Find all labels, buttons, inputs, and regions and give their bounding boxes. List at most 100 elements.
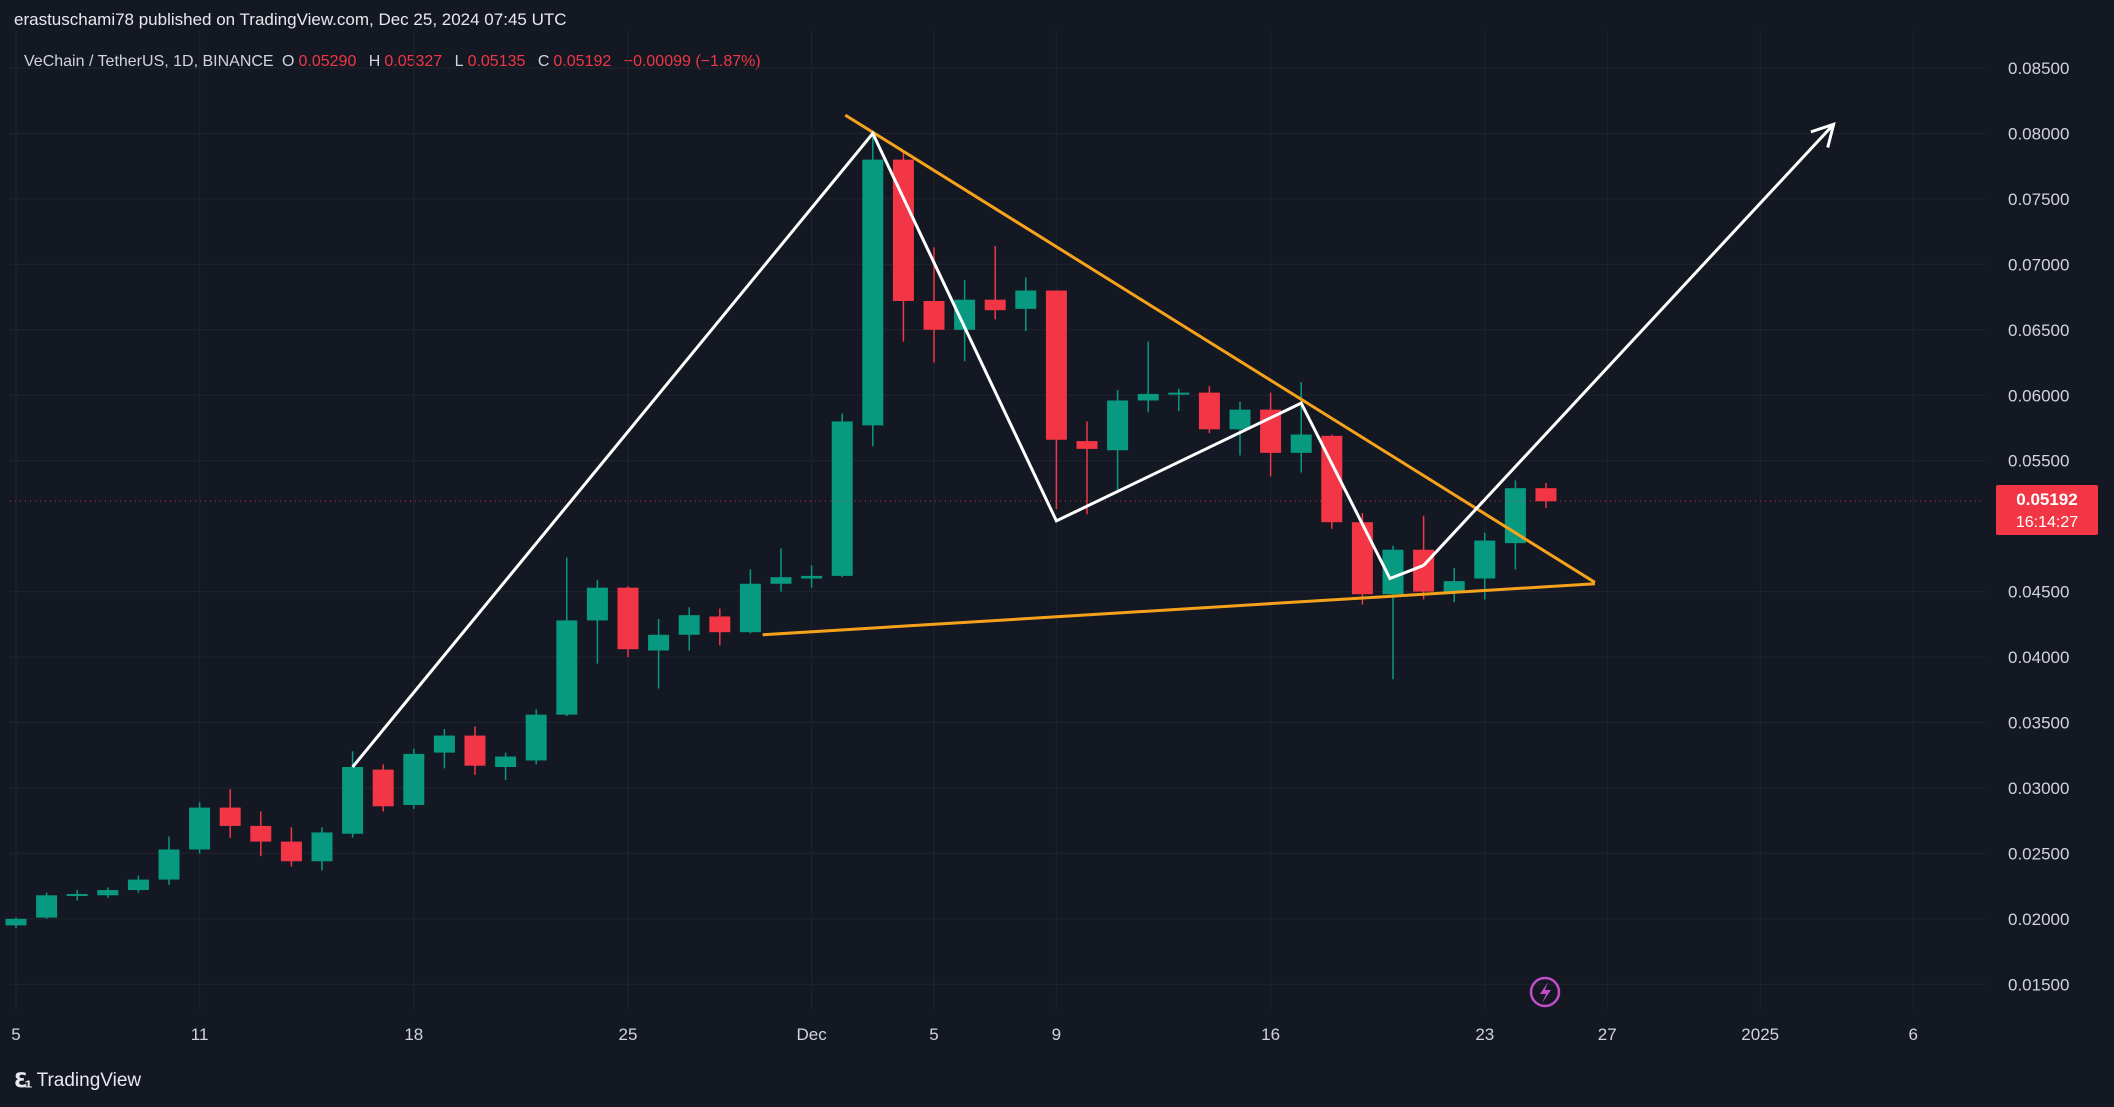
symbol-name[interactable]: VeChain / TetherUS, 1D, BINANCE xyxy=(24,53,274,70)
candle-down xyxy=(372,764,394,812)
candle-body xyxy=(739,583,761,633)
price-axis[interactable]: 0.08500 0.08000 0.07500 0.07000 0.06500 0.060… xyxy=(2008,59,2069,994)
candle-up xyxy=(586,579,608,664)
time-tick-label: 11 xyxy=(191,1025,209,1044)
candle-down xyxy=(464,726,486,775)
candle-up xyxy=(36,892,58,919)
price-tick-label: 0.08000 xyxy=(2008,124,2069,143)
candle-body xyxy=(1504,488,1526,544)
time-tick-label: 9 xyxy=(1052,1025,1061,1044)
candle-up xyxy=(342,751,364,838)
candle-down xyxy=(709,608,731,646)
candle-body xyxy=(250,825,272,842)
candlestick-series xyxy=(5,133,1557,929)
candle-up xyxy=(525,709,547,765)
candle-body xyxy=(66,893,88,896)
low-value: 0.05135 xyxy=(467,53,526,70)
candle-down xyxy=(617,586,639,658)
chart-drawings xyxy=(10,113,1985,768)
candle-up xyxy=(66,890,88,901)
candle-body xyxy=(1107,400,1129,451)
price-tick-label: 0.03500 xyxy=(2008,714,2069,733)
open-value: 0.05290 xyxy=(298,53,357,70)
lower-trendline xyxy=(762,582,1596,637)
candle-up xyxy=(433,729,455,769)
candle-body xyxy=(219,807,241,826)
candle-body xyxy=(525,714,547,761)
candle-up xyxy=(311,827,333,871)
time-axis[interactable]: 5 11 18 25 Dec 5 9 16 23 27 2025 6 xyxy=(11,1025,1918,1044)
candle-body xyxy=(127,879,149,891)
brand-name: TradingView xyxy=(36,1069,142,1091)
candle-body xyxy=(1229,409,1251,430)
time-tick-label: 23 xyxy=(1475,1025,1494,1044)
candle-up xyxy=(739,569,761,634)
candle-down xyxy=(1260,392,1282,477)
time-tick-label: 18 xyxy=(404,1025,423,1044)
candle-body xyxy=(678,615,700,635)
candle-body xyxy=(311,832,333,862)
price-badge-countdown: 16:14:27 xyxy=(2016,514,2078,531)
open-label: O xyxy=(282,53,295,70)
close-value: 0.05192 xyxy=(553,53,612,70)
candle-up xyxy=(1443,568,1465,603)
price-tick-label: 0.02000 xyxy=(2008,910,2069,929)
candle-body xyxy=(280,841,302,862)
candle-down xyxy=(892,151,914,342)
time-tick-label: 27 xyxy=(1598,1025,1617,1044)
candle-up xyxy=(954,280,976,362)
candle-up xyxy=(556,557,578,716)
candle-body xyxy=(5,918,27,926)
projection-arrow-line xyxy=(1422,123,1835,567)
candle-up xyxy=(1290,382,1312,473)
candle-up xyxy=(1474,532,1496,600)
candle-body xyxy=(1443,581,1465,592)
candle-down xyxy=(250,811,272,857)
tradingview-brand[interactable]: ℇ₁ TradingView xyxy=(14,1068,141,1093)
candle-up xyxy=(97,887,119,898)
candle-up xyxy=(5,917,27,929)
candle-body xyxy=(984,299,1006,311)
candle-body xyxy=(1535,488,1557,502)
high-label: H xyxy=(368,53,381,70)
candle-body xyxy=(1137,393,1159,401)
time-tick-label: Dec xyxy=(796,1025,827,1044)
candle-up xyxy=(1382,545,1404,680)
candle-body xyxy=(189,807,211,850)
candle-body xyxy=(586,587,608,621)
candle-up xyxy=(1168,388,1190,411)
price-tick-label: 0.02500 xyxy=(2008,844,2069,863)
tradingview-logo-icon: ℇ₁ xyxy=(14,1070,33,1092)
zigzag-pattern xyxy=(351,130,1425,768)
price-tick-label: 0.05500 xyxy=(2008,452,2069,471)
candle-body xyxy=(648,634,670,651)
high-value: 0.05327 xyxy=(384,53,443,70)
publisher-credit: erastuschami78 published on TradingView.… xyxy=(14,10,567,29)
flash-icon[interactable] xyxy=(1529,976,1561,1008)
candle-up xyxy=(1107,390,1129,493)
candle-body xyxy=(1076,441,1098,449)
candle-body xyxy=(342,767,364,834)
candle-up xyxy=(127,875,149,893)
candle-up xyxy=(403,748,425,809)
close-label: C xyxy=(537,53,550,70)
candle-body xyxy=(892,159,914,302)
projection-arrow-head xyxy=(1810,121,1836,148)
low-label: L xyxy=(454,53,464,70)
candle-up xyxy=(158,836,180,885)
candle-body xyxy=(1198,392,1220,430)
candle-down xyxy=(280,827,302,867)
candle-body xyxy=(1290,434,1312,453)
candle-body xyxy=(403,753,425,805)
candle-down xyxy=(984,246,1006,320)
price-tick-label: 0.07500 xyxy=(2008,190,2069,209)
candle-up xyxy=(1015,277,1037,332)
price-tick-label: 0.04000 xyxy=(2008,648,2069,667)
candle-body xyxy=(954,299,976,330)
price-tick-label: 0.04500 xyxy=(2008,583,2069,602)
candle-down xyxy=(1351,513,1373,605)
candle-body xyxy=(36,895,58,918)
candle-body xyxy=(1260,409,1282,453)
candle-body xyxy=(709,616,731,633)
